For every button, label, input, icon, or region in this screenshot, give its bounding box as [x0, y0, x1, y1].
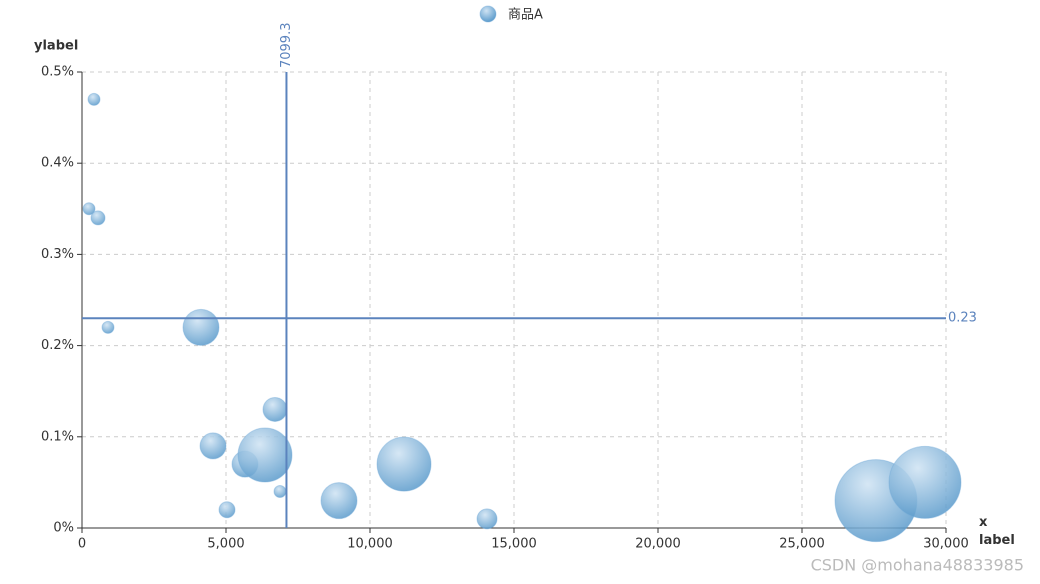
- bubble: [87, 92, 101, 106]
- watermark: CSDN @mohana48833985: [811, 556, 1024, 575]
- bubble: [90, 210, 106, 226]
- y-tick-label: 0.4%: [41, 156, 74, 171]
- x-tick-label: 0: [78, 537, 86, 552]
- y-tick-label: 0.2%: [41, 338, 74, 353]
- bubble: [888, 445, 962, 519]
- mark-label-y: 0.23: [948, 311, 977, 326]
- bubble: [273, 485, 287, 499]
- bubble: [262, 396, 288, 422]
- bubble: [218, 501, 236, 519]
- bubble: [320, 482, 358, 520]
- x-tick-label: 25,000: [779, 537, 825, 552]
- x-tick-label: 15,000: [491, 537, 537, 552]
- bubble: [82, 202, 96, 216]
- y-axis-label: ylabel: [34, 39, 78, 54]
- bubble: [376, 436, 432, 492]
- x-tick-label: 20,000: [635, 537, 681, 552]
- bubble: [182, 308, 220, 346]
- x-tick-label: 30,000: [923, 537, 969, 552]
- bubble: [101, 320, 115, 334]
- y-tick-label: 0%: [53, 521, 74, 536]
- legend-label: 商品A: [508, 8, 543, 23]
- y-tick-label: 0.3%: [41, 247, 74, 262]
- mark-label-x: 7099.3: [279, 23, 294, 69]
- legend-icon: [479, 5, 497, 23]
- bubble: [476, 508, 498, 530]
- bubble: [237, 427, 293, 483]
- y-tick-label: 0.1%: [41, 429, 74, 444]
- y-tick-label: 0.5%: [41, 65, 74, 80]
- bubble: [199, 432, 227, 460]
- x-axis-label: x label: [979, 515, 1015, 548]
- x-tick-label: 5,000: [207, 537, 244, 552]
- x-tick-label: 10,000: [347, 537, 393, 552]
